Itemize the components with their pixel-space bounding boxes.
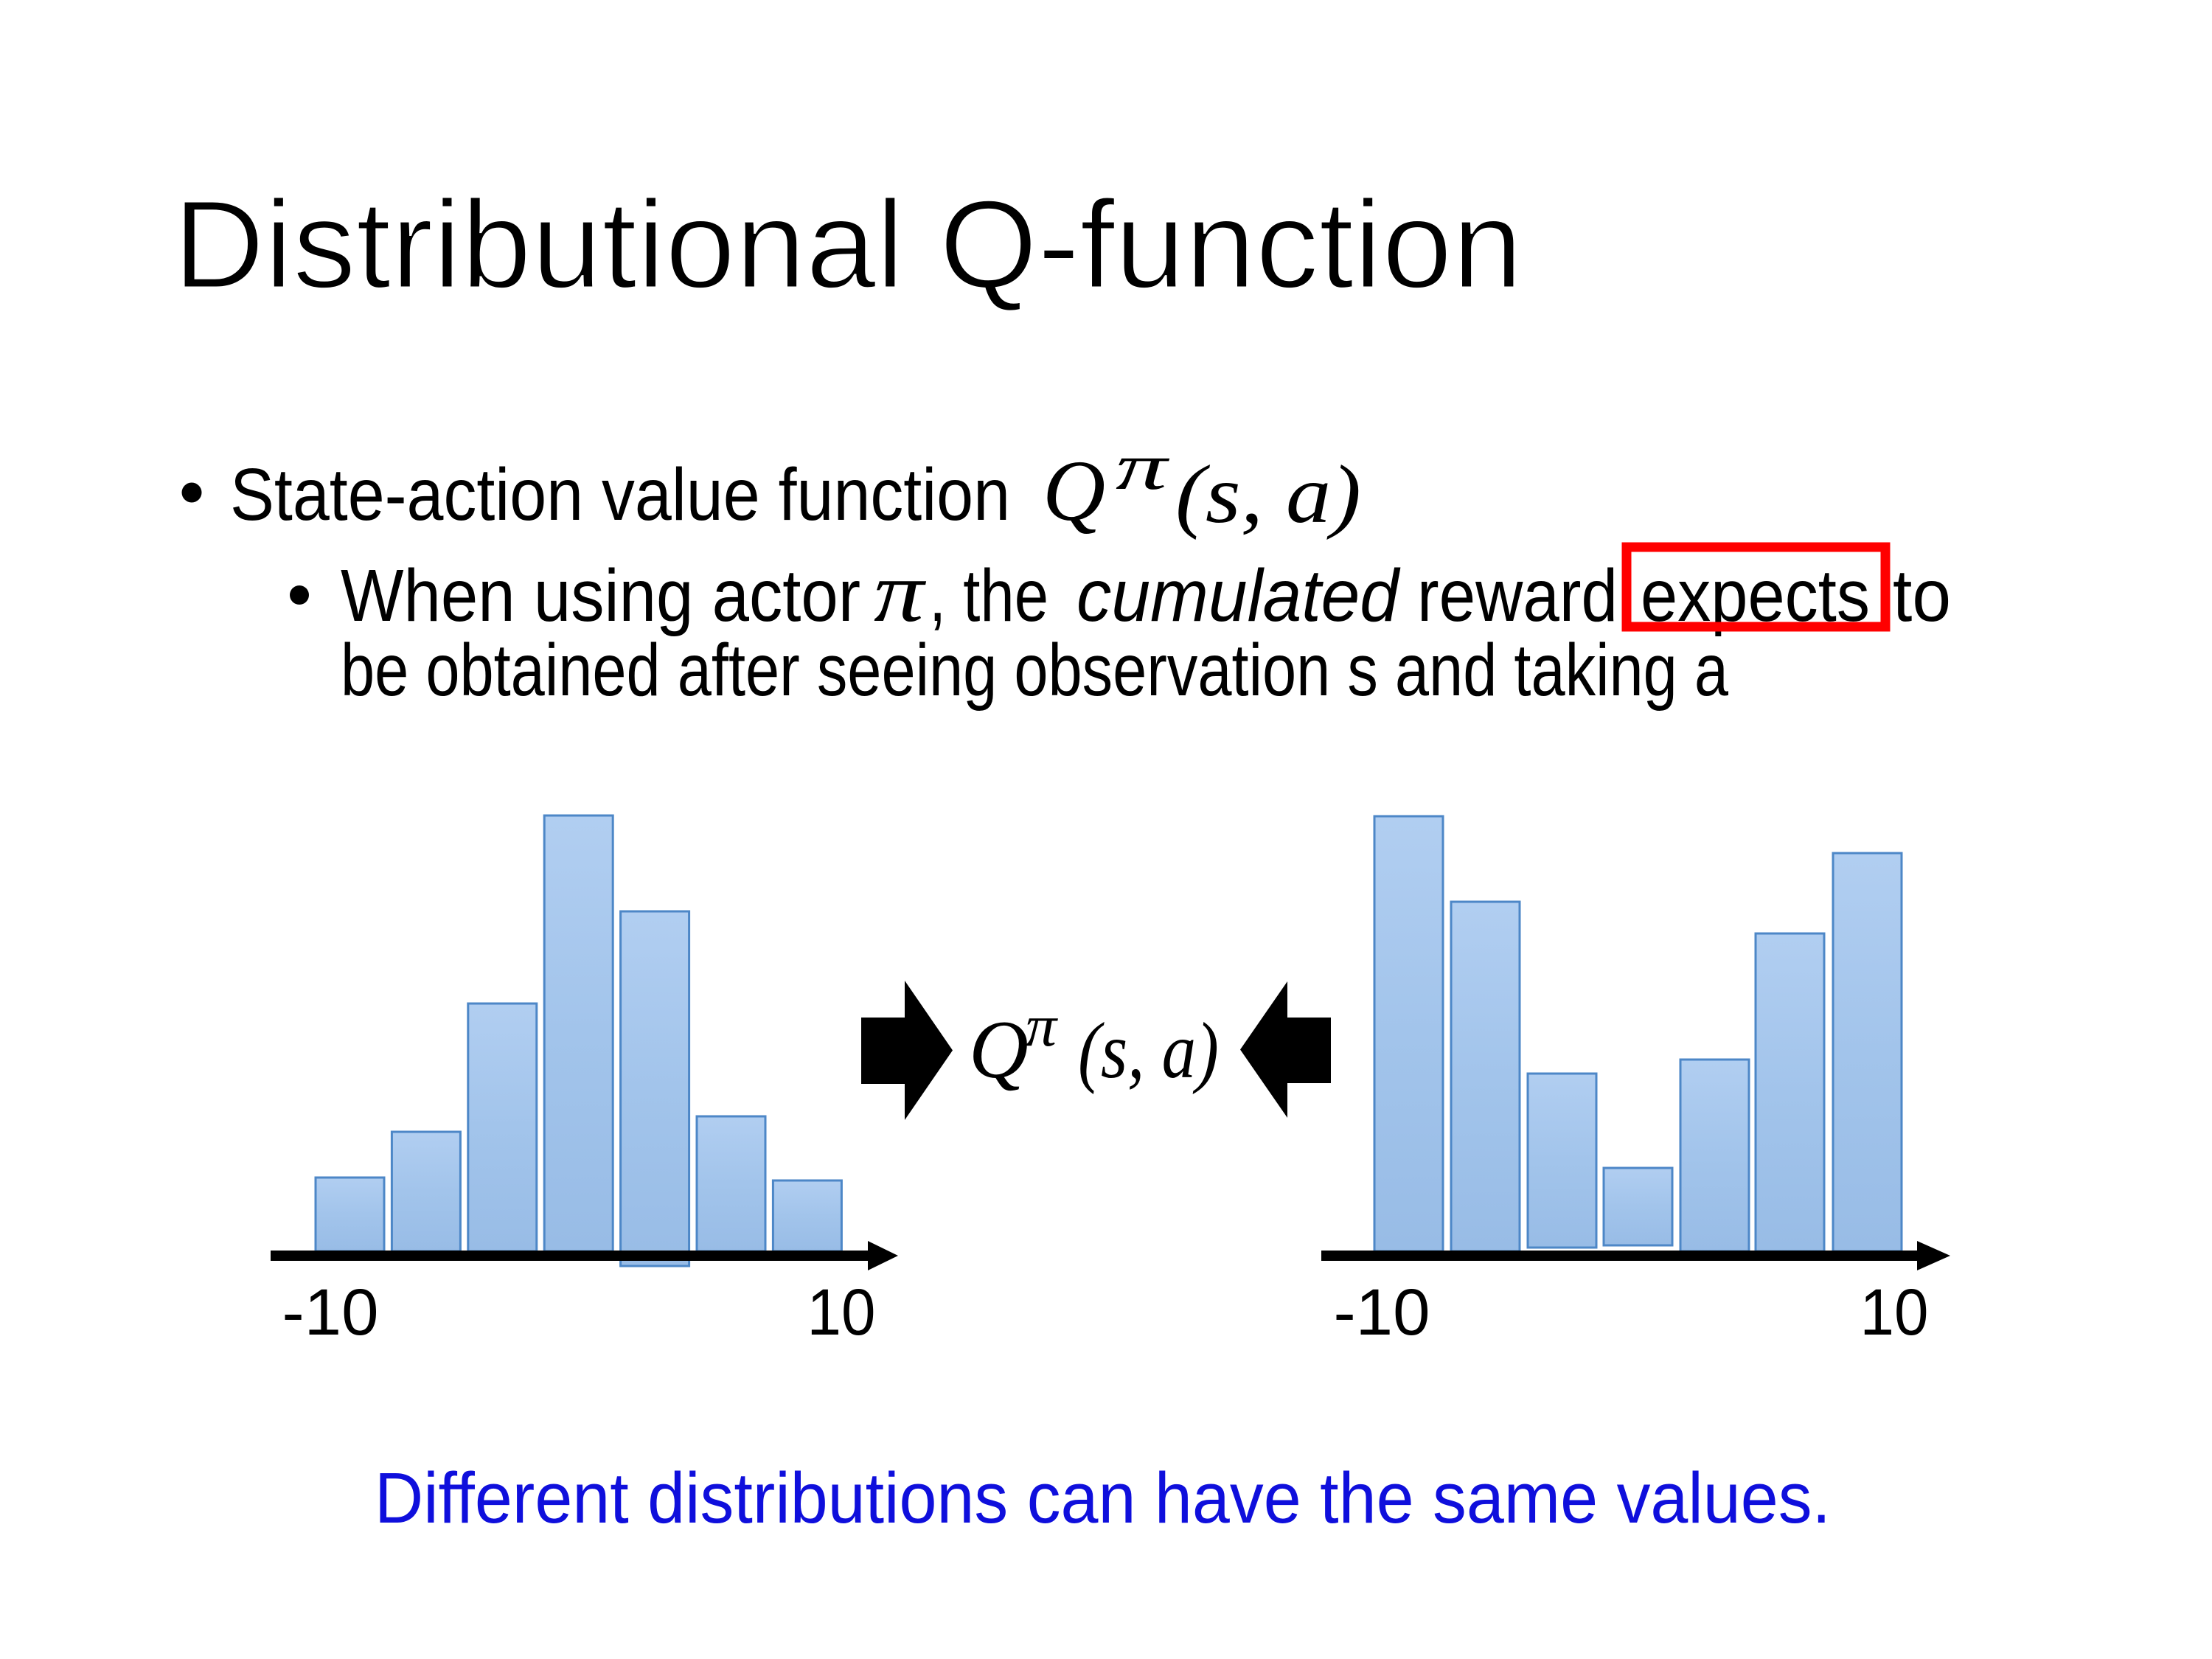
svg-text:-10: -10 bbox=[282, 1275, 379, 1349]
svg-text:π: π bbox=[1026, 994, 1058, 1059]
svg-text:10: 10 bbox=[1860, 1275, 1929, 1349]
svg-text:(s, a): (s, a) bbox=[1175, 449, 1361, 540]
svg-text:be obtained after seeing obser: be obtained after seeing observation s a… bbox=[341, 629, 1728, 712]
svg-text:Distributional Q-function: Distributional Q-function bbox=[173, 175, 1523, 315]
svg-text:State-action value function: State-action value function bbox=[230, 453, 1010, 536]
svg-text:Different distributions can ha: Different distributions can have the sam… bbox=[375, 1458, 1831, 1538]
svg-text:10: 10 bbox=[807, 1275, 876, 1349]
svg-text:-10: -10 bbox=[1334, 1275, 1430, 1349]
svg-text:Q: Q bbox=[969, 1004, 1029, 1096]
svg-text:When using actor: When using actor bbox=[341, 554, 860, 637]
svg-text:π: π bbox=[874, 545, 927, 640]
svg-text:reward: reward bbox=[1417, 554, 1618, 637]
svg-text:to: to bbox=[1893, 554, 1951, 637]
svg-text:(s, a): (s, a) bbox=[1078, 1007, 1219, 1095]
svg-text:π: π bbox=[1116, 431, 1171, 504]
svg-text:, the: , the bbox=[929, 554, 1048, 637]
svg-text:cumulated: cumulated bbox=[1077, 554, 1401, 637]
svg-text:Q: Q bbox=[1043, 442, 1105, 539]
